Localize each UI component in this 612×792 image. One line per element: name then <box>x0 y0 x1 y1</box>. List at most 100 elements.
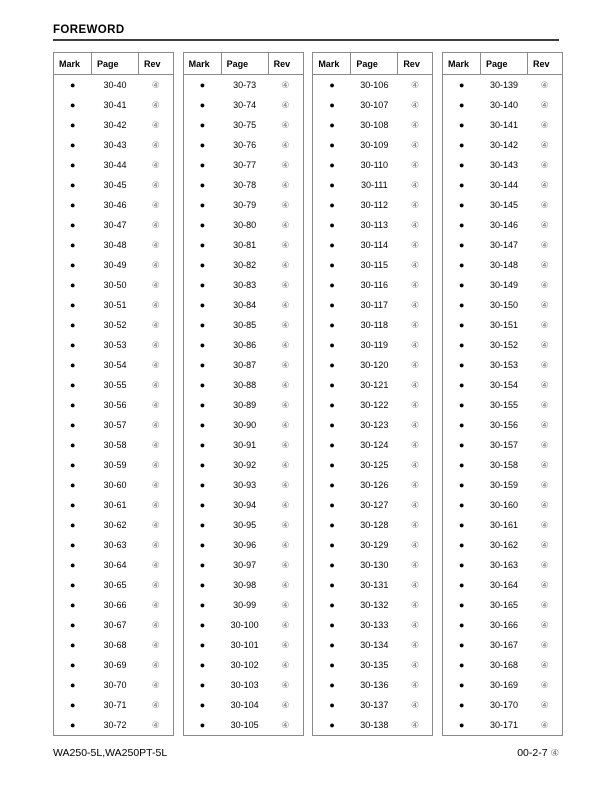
page-number: 30-89 <box>233 400 257 410</box>
rev-mark: ④ <box>411 500 420 510</box>
table-row: ● 30-49 ④ <box>54 255 174 275</box>
mark-dot: ● <box>329 80 335 90</box>
table-header-row: Mark Page Rev <box>53 52 174 75</box>
page-number: 30-57 <box>103 420 127 430</box>
mark-dot: ● <box>199 160 206 170</box>
rev-mark: ④ <box>151 600 160 610</box>
rev-mark: ④ <box>411 340 420 350</box>
page-number: 30-46 <box>103 200 127 210</box>
table-row: ● 30-81 ④ <box>183 235 303 255</box>
rev-mark: ④ <box>151 660 160 670</box>
rev-mark: ④ <box>411 100 420 110</box>
rev-mark: ④ <box>151 700 160 710</box>
mark-dot: ● <box>329 140 335 150</box>
rev-mark: ④ <box>540 660 549 670</box>
mark-dot: ● <box>199 480 206 490</box>
mark-dot: ● <box>199 580 206 590</box>
table-row: ● 30-80 ④ <box>183 215 303 235</box>
table-row: ● 30-145 ④ <box>442 195 562 215</box>
page-number: 30-160 <box>489 500 518 510</box>
rev-mark: ④ <box>540 680 549 690</box>
rev-mark: ④ <box>540 320 549 330</box>
rev-mark: ④ <box>411 320 420 330</box>
table-row: ● 30-48 ④ <box>54 235 174 255</box>
mark-dot: ● <box>329 540 335 550</box>
table-row: ● 30-87 ④ <box>183 355 303 375</box>
rev-mark: ④ <box>411 720 420 730</box>
page-number: 30-159 <box>489 480 518 490</box>
mark-dot: ● <box>329 500 335 510</box>
page-number: 30-65 <box>103 580 127 590</box>
table-row: ● 30-62 ④ <box>54 515 174 535</box>
page-number: 30-121 <box>360 380 389 390</box>
rev-mark: ④ <box>281 420 290 430</box>
rev-mark: ④ <box>540 120 549 130</box>
rev-mark: ④ <box>281 500 290 510</box>
mark-dot: ● <box>199 660 206 670</box>
mark-dot: ● <box>329 460 335 470</box>
rev-mark: ④ <box>281 340 290 350</box>
mark-dot: ● <box>199 380 206 390</box>
page-number: 30-90 <box>233 420 257 430</box>
table-row: ● 30-123 ④ <box>313 415 433 435</box>
page-number: 30-67 <box>103 620 127 630</box>
rev-mark: ④ <box>151 360 160 370</box>
table-row: ● 30-65 ④ <box>54 575 174 595</box>
table-row: ● 30-164 ④ <box>442 575 562 595</box>
mark-dot: ● <box>459 520 465 530</box>
table-row: ● 30-72 ④ <box>54 715 174 736</box>
table-row: ● 30-144 ④ <box>442 175 562 195</box>
page-number: 30-84 <box>233 300 257 310</box>
revision-table-1: Mark Page Rev ● 30-40 ④ ● 30-41 ④ ● 30-42 ④ ● 30-4… <box>53 52 174 736</box>
page-number: 30-82 <box>233 260 257 270</box>
column-header-page: Page <box>350 52 399 75</box>
page-number: 30-77 <box>233 160 257 170</box>
mark-dot: ● <box>70 660 76 670</box>
page-number: 30-64 <box>103 560 127 570</box>
table-row: ● 30-88 ④ <box>183 375 303 395</box>
page-number: 30-54 <box>103 360 127 370</box>
rev-mark: ④ <box>411 300 420 310</box>
page-number: 30-163 <box>489 560 518 570</box>
page-number: 30-118 <box>360 320 388 330</box>
page-number: 30-150 <box>489 300 518 310</box>
mark-dot: ● <box>199 400 206 410</box>
table-header-row: Mark Page Rev <box>312 52 434 75</box>
rev-mark: ④ <box>540 380 549 390</box>
column-header-rev: Rev <box>526 52 563 75</box>
column-header-page: Page <box>91 52 139 75</box>
page-number: 30-103 <box>230 680 259 690</box>
table-row: ● 30-171 ④ <box>442 715 562 736</box>
page-number: 30-158 <box>489 460 518 470</box>
mark-dot: ● <box>199 620 206 630</box>
table-row: ● 30-149 ④ <box>442 275 562 295</box>
rev-mark: ④ <box>411 360 420 370</box>
mark-dot: ● <box>70 180 76 190</box>
page-number: 30-69 <box>103 660 127 670</box>
page-number: 30-166 <box>489 620 518 630</box>
mark-dot: ● <box>199 180 206 190</box>
page-number: 30-161 <box>489 520 518 530</box>
table-row: ● 30-44 ④ <box>54 155 174 175</box>
page-number: 30-91 <box>233 440 257 450</box>
rev-mark: ④ <box>540 340 549 350</box>
column-header-mark: Mark <box>182 52 222 75</box>
page-number: 30-138 <box>360 720 389 730</box>
table-row: ● 30-165 ④ <box>442 595 562 615</box>
table-row: ● 30-84 ④ <box>183 295 303 315</box>
mark-dot: ● <box>199 320 206 330</box>
rev-mark: ④ <box>151 500 160 510</box>
page-number: 30-45 <box>103 180 127 190</box>
table-row: ● 30-101 ④ <box>183 635 303 655</box>
page-number: 30-73 <box>233 80 257 90</box>
page-number: 30-70 <box>103 680 127 690</box>
rev-mark: ④ <box>411 260 420 270</box>
mark-dot: ● <box>70 140 76 150</box>
rev-mark: ④ <box>540 420 549 430</box>
table-row: ● 30-47 ④ <box>54 215 174 235</box>
table-header-row: Mark Page Rev <box>182 52 304 75</box>
mark-dot: ● <box>70 720 76 730</box>
rev-mark: ④ <box>281 100 290 110</box>
rev-mark: ④ <box>281 380 290 390</box>
rev-mark: ④ <box>540 160 549 170</box>
